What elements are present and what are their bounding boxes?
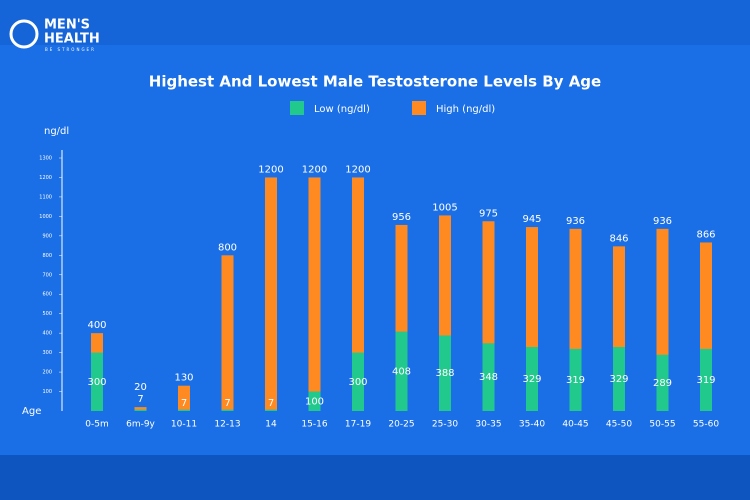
- x-tick-label: 30-35: [475, 420, 501, 430]
- y-tick-label: 200: [42, 370, 52, 376]
- y-tick-label: 800: [42, 253, 52, 259]
- bar: [265, 409, 277, 411]
- y-tick-label: 1300: [39, 156, 52, 162]
- y-tick-label: 1000: [39, 214, 52, 220]
- y-tick-label: 500: [42, 311, 52, 317]
- x-tick-label: 0-5m: [85, 420, 108, 430]
- y-tick-label: 1100: [39, 194, 52, 200]
- value-label: 7: [224, 398, 230, 409]
- value-label: 800: [218, 242, 237, 253]
- value-label: 866: [696, 229, 715, 240]
- y-tick-label: 700: [42, 272, 52, 278]
- legend-label: Low (ng/dl): [314, 104, 370, 115]
- value-label: 945: [522, 214, 541, 225]
- y-axis-label: ng/dl: [44, 126, 69, 137]
- value-label: 20: [134, 382, 147, 393]
- value-label: 936: [566, 216, 585, 227]
- y-tick-label: 1200: [39, 175, 52, 181]
- x-tick-label: 15-16: [301, 420, 327, 430]
- x-tick-label: 45-50: [606, 420, 632, 430]
- bar: [613, 346, 625, 411]
- y-tick-label: 400: [42, 331, 52, 337]
- y-tick-label: 100: [42, 389, 52, 395]
- legend-swatch: [290, 101, 304, 115]
- value-label: 300: [87, 377, 106, 388]
- bar: [134, 409, 147, 411]
- y-tick-label: 300: [42, 350, 52, 356]
- x-tick-label: 40-45: [562, 420, 588, 430]
- x-tick-label: 25-30: [432, 420, 458, 430]
- value-label: 7: [181, 398, 187, 409]
- y-tick-label: 600: [42, 292, 52, 298]
- brand-line2: HEALTH: [44, 32, 100, 47]
- x-tick-label: 14: [265, 420, 277, 430]
- bar: [91, 352, 103, 411]
- bar: [352, 352, 364, 411]
- value-label: 846: [609, 233, 628, 244]
- legend-swatch: [412, 101, 426, 115]
- bar: [178, 385, 190, 411]
- bar: [308, 177, 321, 411]
- bar: [395, 331, 408, 411]
- value-label: 300: [348, 377, 367, 388]
- value-label: 1200: [258, 164, 283, 175]
- value-label: 348: [479, 372, 498, 383]
- value-label: 289: [653, 378, 672, 389]
- value-label: 329: [609, 374, 628, 385]
- legend-label: High (ng/dl): [436, 104, 495, 115]
- bar: [482, 343, 495, 411]
- bar: [526, 346, 538, 411]
- panel: [0, 45, 750, 455]
- bar: [569, 348, 582, 411]
- value-label: 400: [87, 320, 106, 331]
- x-tick-label: 17-19: [345, 420, 371, 430]
- x-axis-label: Age: [22, 406, 41, 417]
- value-label: 408: [392, 366, 411, 377]
- brand-line1: MEN'S: [44, 18, 90, 33]
- value-label: 7: [268, 398, 274, 409]
- bar: [221, 409, 234, 411]
- value-label: 319: [566, 375, 585, 386]
- value-label: 1200: [302, 164, 327, 175]
- x-tick-label: 50-55: [649, 420, 675, 430]
- value-label: 100: [305, 396, 324, 407]
- bar: [439, 335, 451, 411]
- bar: [265, 177, 277, 411]
- x-tick-label: 55-60: [693, 420, 719, 430]
- value-label: 329: [522, 374, 541, 385]
- x-tick-label: 12-13: [214, 420, 240, 430]
- bar: [134, 407, 147, 411]
- bar: [221, 255, 234, 411]
- value-label: 1005: [432, 202, 457, 213]
- bar: [700, 348, 712, 411]
- footer-band: [0, 455, 750, 500]
- bar: [308, 391, 321, 411]
- value-label: 1200: [345, 164, 370, 175]
- bar: [178, 409, 190, 411]
- x-tick-label: 6m-9y: [126, 420, 155, 430]
- bar: [656, 354, 669, 411]
- x-tick-label: 20-25: [388, 420, 414, 430]
- chart-title: Highest And Lowest Male Testosterone Lev…: [149, 73, 601, 91]
- value-label: 975: [479, 208, 498, 219]
- x-tick-label: 10-11: [171, 420, 197, 430]
- brand-tagline: BE STRONGER: [45, 47, 96, 52]
- value-label: 319: [696, 375, 715, 386]
- x-tick-label: 35-40: [519, 420, 545, 430]
- value-label: 936: [653, 216, 672, 227]
- value-label: 7: [137, 394, 143, 405]
- y-tick-label: 900: [42, 233, 52, 239]
- logo-icon: [9, 19, 39, 49]
- value-label: 130: [174, 373, 193, 384]
- value-label: 388: [435, 368, 454, 379]
- value-label: 956: [392, 212, 411, 223]
